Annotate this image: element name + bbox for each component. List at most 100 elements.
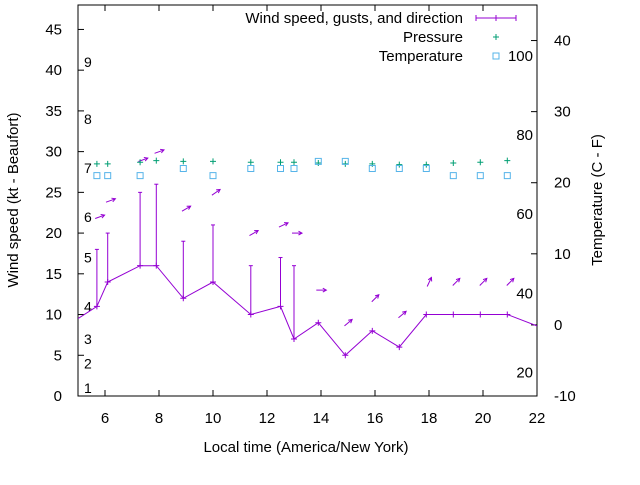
arrow-shaft <box>344 319 353 327</box>
temperature-point <box>314 157 322 165</box>
wind-direction-arrow <box>95 213 106 219</box>
arrow-shaft <box>211 189 221 196</box>
arrow-shaft <box>278 222 289 228</box>
arrow-shaft <box>95 214 105 219</box>
x-tick-label: 8 <box>155 410 163 427</box>
arrow-head <box>427 276 433 282</box>
pressure-point <box>450 160 457 167</box>
wind-direction-arrow <box>479 277 488 286</box>
legend-label-temperature: Temperature <box>379 48 463 65</box>
legend-label-wind: Wind speed, gusts, and direction <box>245 10 463 27</box>
wind-point <box>450 311 457 318</box>
y2-tick-label: -10 <box>554 388 576 405</box>
x-tick-label: 12 <box>259 410 276 427</box>
y-tick-label: 40 <box>45 62 62 79</box>
x-tick-label: 6 <box>101 410 109 427</box>
pressure-point <box>153 157 160 164</box>
arrow-head <box>159 148 165 154</box>
y2-tick-label: 20 <box>554 175 571 192</box>
wind-speed-line <box>78 265 537 357</box>
arrow-shaft <box>506 278 515 286</box>
y2-tick-label: 40 <box>554 33 571 50</box>
temperature-point <box>368 165 376 173</box>
pressure-point <box>504 157 511 164</box>
beaufort-label: 9 <box>84 54 92 70</box>
arrow-shaft <box>398 310 407 319</box>
y-tick-label: 30 <box>45 144 62 161</box>
arrow-shaft <box>249 230 259 237</box>
y2-tick-label: 30 <box>554 104 571 121</box>
temperature-point <box>476 172 484 180</box>
pressure-point <box>247 159 254 166</box>
wind-point <box>342 352 349 359</box>
wind-direction-arrow <box>452 277 461 286</box>
wind-point <box>477 311 484 318</box>
arrow-shaft <box>452 278 461 286</box>
y-axis-label: Wind speed (kt - Beaufort) <box>5 112 22 287</box>
arrow-head <box>482 277 488 283</box>
arrow-head <box>322 287 328 293</box>
legend-marker-pressure <box>493 34 499 40</box>
wind-direction-arrow <box>398 310 407 319</box>
arrow-head <box>455 277 461 283</box>
arrow-head <box>298 230 304 236</box>
arrow-head <box>111 197 117 203</box>
beaufort-label: 3 <box>84 331 92 347</box>
wind-direction-arrow <box>316 287 328 293</box>
wind-direction-arrow <box>371 293 380 303</box>
wind-point <box>396 344 403 351</box>
arrow-shaft <box>479 278 488 286</box>
beaufort-label: 6 <box>84 209 92 225</box>
pressure-point <box>137 159 144 166</box>
wind-point <box>423 311 430 318</box>
temperature-point <box>395 165 403 173</box>
arrow-shaft <box>426 277 432 287</box>
pressure-point <box>180 158 187 165</box>
y-tick-label: 20 <box>45 225 62 242</box>
temperature-point <box>341 157 349 165</box>
legend-marker-wind <box>493 15 499 21</box>
arrow-head <box>374 293 380 299</box>
pressure-point <box>423 161 430 168</box>
wind-direction-arrow <box>292 230 304 236</box>
wind-direction-arrow <box>154 148 165 154</box>
fahrenheit-label: 20 <box>516 365 533 382</box>
arrow-shaft <box>154 149 165 154</box>
arrow-shaft <box>371 294 380 303</box>
pressure-point <box>277 159 284 166</box>
beaufort-label: 7 <box>84 160 92 176</box>
fahrenheit-label: 80 <box>516 127 533 144</box>
y-tick-label: 25 <box>45 184 62 201</box>
temperature-point <box>136 172 144 180</box>
pressure-point <box>315 160 322 167</box>
y-tick-label: 35 <box>45 103 62 120</box>
y-tick-label: 10 <box>45 307 62 324</box>
y-tick-label: 45 <box>45 21 62 38</box>
x-tick-label: 14 <box>313 410 330 427</box>
pressure-point <box>93 160 100 167</box>
wind-point <box>315 319 322 326</box>
fahrenheit-label: 100 <box>508 48 533 65</box>
plot-frame <box>77 4 538 397</box>
temperature-point <box>277 165 284 173</box>
pressure-point <box>291 159 297 166</box>
legend-marker-temperature <box>492 52 500 60</box>
temperature-point <box>209 172 217 180</box>
pressure-point <box>396 161 403 168</box>
y-tick-label: 0 <box>54 388 62 405</box>
arrow-head <box>284 222 289 227</box>
beaufort-label: 8 <box>84 111 92 127</box>
arrow-head <box>186 205 192 210</box>
beaufort-label: 4 <box>84 298 92 314</box>
beaufort-label: 5 <box>84 250 92 266</box>
wind-direction-arrow <box>506 277 515 286</box>
x-tick-label: 22 <box>529 410 546 427</box>
arrow-shaft <box>105 198 116 203</box>
temperature-point <box>449 172 457 180</box>
arrow-head <box>216 188 221 194</box>
x-tick-label: 18 <box>421 410 438 427</box>
wind-direction-arrow <box>249 230 260 237</box>
wind-direction-arrow <box>211 188 221 196</box>
